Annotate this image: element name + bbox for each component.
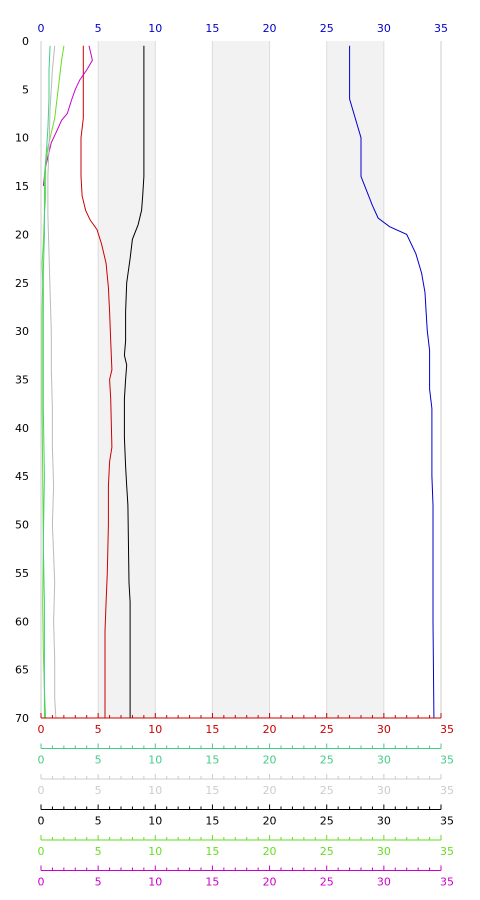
bottom-tick-label: 10 <box>148 876 162 889</box>
shaded-bands <box>98 41 384 718</box>
bottom-tick-label: 15 <box>205 815 219 828</box>
bottom-tick-label: 30 <box>377 784 391 797</box>
series-line-6 <box>47 45 57 718</box>
bottom-tick-label: 35 <box>440 784 454 797</box>
shaded-band-2 <box>326 41 384 718</box>
bottom-tick-label: 5 <box>95 784 102 797</box>
series-line-3 <box>42 45 93 187</box>
y-tick-label: 10 <box>15 132 29 145</box>
bottom-tick-label: 10 <box>148 784 162 797</box>
bottom-tick-label: 5 <box>95 845 102 858</box>
bottom-tick-label: 20 <box>263 784 277 797</box>
y-tick-label: 65 <box>15 664 29 677</box>
bottom-tick-label: 5 <box>95 723 102 736</box>
y-tick-label: 0 <box>22 35 29 48</box>
bottom-tick-label: 10 <box>148 754 162 767</box>
plot-area <box>40 41 442 718</box>
bottom-axis-0: 0 5 10 15 20 25 30 35 <box>38 713 454 736</box>
bottom-axis-2: 0 5 10 15 20 25 30 35 <box>38 774 454 797</box>
depth-axis: 0 5 10 15 20 25 30 35 40 45 50 55 60 65 70 <box>15 35 29 725</box>
bottom-tick-label: 25 <box>320 876 334 889</box>
bottom-tick-label: 35 <box>440 845 454 858</box>
bottom-tick-label: 15 <box>205 723 219 736</box>
bottom-tick-label: 0 <box>38 845 45 858</box>
bottom-tick-label: 0 <box>38 876 45 889</box>
bottom-tick-label: 15 <box>205 754 219 767</box>
bottom-tick-label: 0 <box>38 784 45 797</box>
y-tick-label: 30 <box>15 325 29 338</box>
y-tick-label: 5 <box>22 83 29 96</box>
bottom-tick-label: 20 <box>263 815 277 828</box>
bottom-tick-label: 15 <box>205 845 219 858</box>
y-tick-label: 35 <box>15 374 29 387</box>
shaded-band-0 <box>98 41 156 718</box>
bottom-axis-4: 0 5 10 15 20 25 30 35 <box>38 835 454 858</box>
y-tick-label: 60 <box>15 615 29 628</box>
bottom-tick-label: 25 <box>320 784 334 797</box>
y-tick-label: 45 <box>15 470 29 483</box>
bottom-tick-label: 20 <box>263 754 277 767</box>
bottom-tick-label: 35 <box>440 754 454 767</box>
y-tick-label: 25 <box>15 277 29 290</box>
top-tick-label: 25 <box>320 22 334 35</box>
bottom-tick-label: 30 <box>377 845 391 858</box>
bottom-tick-label: 20 <box>263 876 277 889</box>
top-tick-label: 5 <box>95 22 102 35</box>
bottom-tick-label: 0 <box>38 754 45 767</box>
bottom-tick-label: 35 <box>440 723 454 736</box>
bottom-tick-label: 5 <box>95 754 102 767</box>
y-tick-label: 55 <box>15 567 29 580</box>
shaded-band-1 <box>212 41 270 718</box>
series-line-2 <box>80 45 113 718</box>
series-line-1 <box>123 45 145 718</box>
bottom-tick-label: 10 <box>148 723 162 736</box>
bottom-tick-label: 25 <box>320 845 334 858</box>
bottom-tick-label: 20 <box>263 723 277 736</box>
bottom-tick-label: 35 <box>440 815 454 828</box>
bottom-tick-label: 10 <box>148 815 162 828</box>
y-tick-label: 70 <box>15 712 29 725</box>
top-tick-label: 20 <box>263 22 277 35</box>
series-line-5 <box>42 45 51 718</box>
y-tick-label: 40 <box>15 422 29 435</box>
bottom-tick-label: 20 <box>263 845 277 858</box>
series-line-4 <box>41 45 65 718</box>
bottom-axis-1: 0 5 10 15 20 25 30 35 <box>38 743 454 767</box>
top-tick-label: 15 <box>205 22 219 35</box>
bottom-tick-label: 0 <box>38 723 45 736</box>
series-line-0 <box>349 45 435 718</box>
grid-lines <box>40 41 442 718</box>
bottom-tick-label: 25 <box>320 815 334 828</box>
top-tick-label: 10 <box>148 22 162 35</box>
bottom-tick-label: 5 <box>95 876 102 889</box>
bottom-tick-label: 15 <box>205 784 219 797</box>
bottom-x-axes: 0 5 10 15 20 25 30 35 0 5 10 15 20 25 30 35 0 5 10 15 20 25 30… <box>38 713 454 889</box>
top-tick-label: 35 <box>434 22 448 35</box>
bottom-axis-3: 0 5 10 15 20 25 30 35 <box>38 804 454 828</box>
bottom-tick-label: 15 <box>205 876 219 889</box>
y-tick-label: 50 <box>15 519 29 532</box>
bottom-tick-label: 10 <box>148 845 162 858</box>
bottom-axis-5: 0 5 10 15 20 25 30 35 <box>38 865 454 889</box>
bottom-tick-label: 30 <box>377 876 391 889</box>
profile-lines <box>41 45 435 718</box>
top-x-axis: 0 5 10 15 20 25 30 35 <box>38 22 449 35</box>
bottom-tick-label: 30 <box>377 754 391 767</box>
y-tick-label: 15 <box>15 180 29 193</box>
bottom-tick-label: 30 <box>377 723 391 736</box>
bottom-tick-label: 25 <box>320 754 334 767</box>
bottom-tick-label: 5 <box>95 815 102 828</box>
bottom-tick-label: 25 <box>320 723 334 736</box>
top-tick-label: 0 <box>38 22 45 35</box>
bottom-tick-label: 0 <box>38 815 45 828</box>
top-tick-label: 30 <box>377 22 391 35</box>
y-tick-label: 20 <box>15 228 29 241</box>
bottom-tick-label: 35 <box>440 876 454 889</box>
bottom-tick-label: 30 <box>377 815 391 828</box>
